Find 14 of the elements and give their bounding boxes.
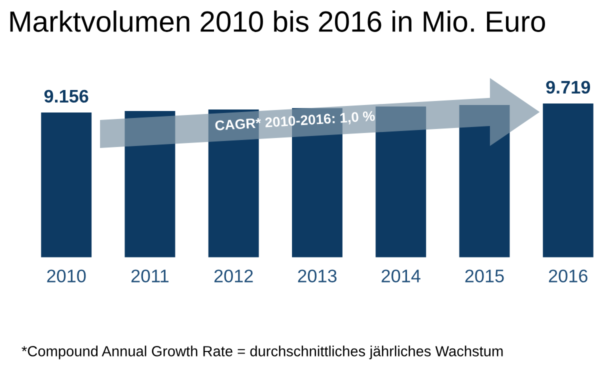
x-tick-label: 2010	[47, 270, 86, 282]
x-tick-label: 2011	[131, 270, 169, 282]
x-tick-label: 2014	[382, 270, 420, 282]
x-tick-label: 2016	[548, 270, 588, 282]
data-label: 9.719	[546, 80, 590, 94]
x-tick-label: 2013	[298, 270, 337, 282]
bar	[40, 111, 93, 258]
chart-title: Marktvolumen 2010 bis 2016 in Mio. Euro	[10, 10, 545, 32]
text: *Compound Annual Growth Rate = durchschnittliches jährliches Wachstum	[22, 346, 503, 360]
annotation: CAGR* 2010-2016: 1,0 %	[215, 110, 376, 132]
data-label: 9.156	[44, 90, 88, 103]
x-tick-label: 2012	[214, 270, 253, 282]
x-tick-label: 2015	[465, 270, 504, 282]
bar	[542, 102, 595, 258]
